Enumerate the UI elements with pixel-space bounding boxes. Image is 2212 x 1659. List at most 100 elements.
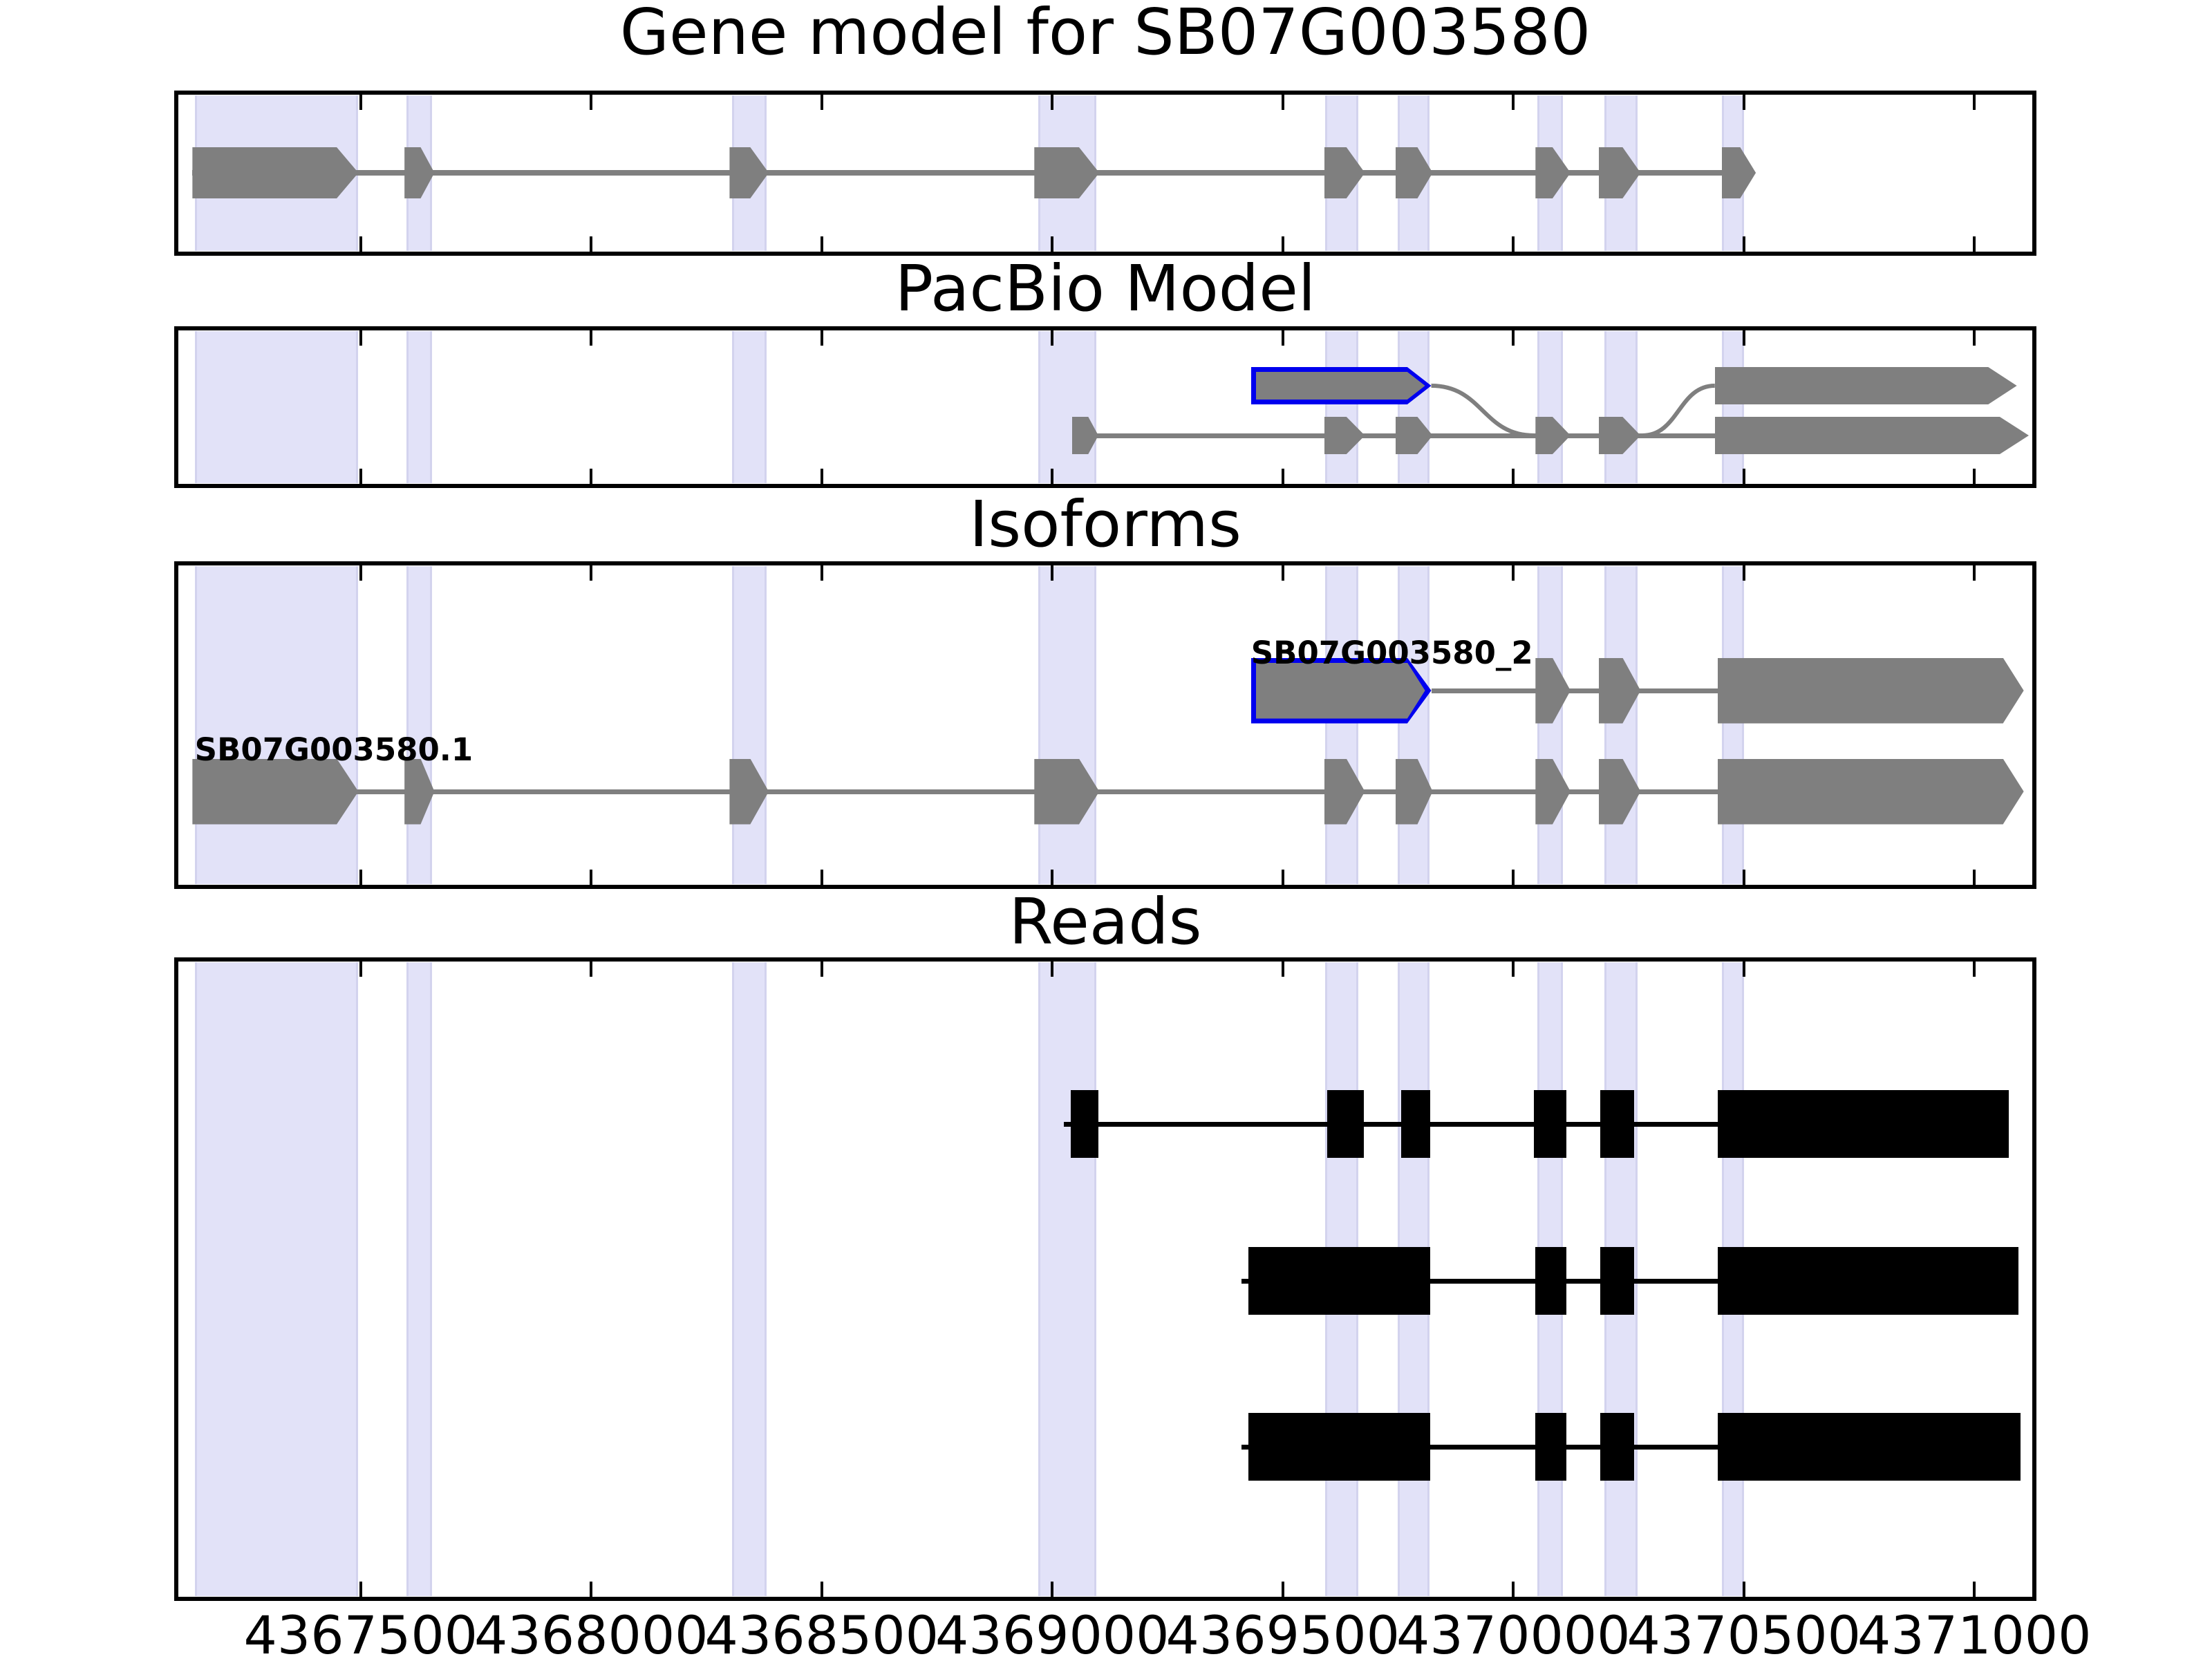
exon-selected (1250, 367, 1432, 404)
axis-tick (1051, 236, 1054, 252)
axis-tick (1051, 330, 1054, 346)
x-tick-label: 4370000 (1396, 1604, 1631, 1659)
axis-tick (1973, 95, 1976, 110)
panel-box-isoforms (174, 561, 2036, 889)
highlight-band (194, 331, 359, 483)
axis-tick (1281, 236, 1284, 252)
axis-tick (1281, 1582, 1284, 1597)
axis-tick (1973, 870, 1976, 885)
axis-tick (359, 236, 362, 252)
x-tick-label: 4368500 (704, 1604, 939, 1659)
x-tick-label: 4368000 (474, 1604, 709, 1659)
x-tick-label: 4371000 (1857, 1604, 2092, 1659)
axis-tick (359, 95, 362, 110)
highlight-band (1397, 331, 1430, 483)
axis-tick (590, 870, 593, 885)
axis-tick (1051, 1582, 1054, 1597)
axis-tick (359, 962, 362, 977)
axis-tick (1281, 565, 1284, 581)
axis-tick (1281, 469, 1284, 484)
axis-tick (1281, 870, 1284, 885)
intron-line (192, 170, 1754, 176)
axis-tick (1051, 870, 1054, 885)
axis-tick (1281, 95, 1284, 110)
intron-line (194, 789, 1721, 794)
axis-tick (820, 236, 823, 252)
axis-tick (820, 565, 823, 581)
exon (1717, 657, 2024, 724)
axis-tick (1973, 330, 1976, 346)
axis-tick (1742, 95, 1745, 110)
read-block (1717, 1247, 2018, 1315)
axis-tick (1742, 870, 1745, 885)
axis-tick (1742, 236, 1745, 252)
exon (192, 147, 359, 198)
highlight-band (1604, 566, 1638, 884)
axis-tick (1051, 469, 1054, 484)
highlight-band (1397, 566, 1430, 884)
highlight-band (1604, 331, 1638, 483)
read-block (1534, 1090, 1566, 1158)
panel-title-isoforms: Isoforms (969, 487, 1241, 561)
highlight-band (194, 566, 359, 884)
axis-tick (820, 870, 823, 885)
highlight-band (406, 962, 433, 1596)
highlight-band (731, 962, 767, 1596)
read-block (1248, 1413, 1430, 1481)
read-block (1600, 1413, 1635, 1481)
axis-tick (590, 565, 593, 581)
read-block (1535, 1247, 1566, 1315)
highlight-band (1038, 566, 1097, 884)
axis-tick (1973, 565, 1976, 581)
axis-tick (1051, 962, 1054, 977)
intron-line (1431, 688, 1721, 693)
read-block (1600, 1090, 1635, 1158)
axis-tick (820, 95, 823, 110)
axis-tick (1742, 330, 1745, 346)
axis-tick (1512, 330, 1515, 346)
axis-tick (1512, 870, 1515, 885)
x-tick-label: 4369000 (935, 1604, 1170, 1659)
read-line (1241, 1278, 1732, 1284)
highlight-band (731, 331, 767, 483)
axis-tick (1742, 962, 1745, 977)
read-line (1063, 1121, 1732, 1127)
x-tick-label: 4369500 (1165, 1604, 1400, 1659)
highlight-band (1537, 331, 1564, 483)
read-block (1327, 1090, 1364, 1158)
axis-tick (590, 95, 593, 110)
exon (1714, 367, 2017, 404)
read-block (1248, 1247, 1430, 1315)
read-block (1070, 1090, 1098, 1158)
exon-selected-fill (1255, 662, 1425, 719)
highlight-band (731, 566, 767, 884)
axis-tick (820, 469, 823, 484)
panel-box-gene-model (174, 91, 2036, 256)
axis-tick (590, 330, 593, 346)
isoform-label: SB07G003580.1 (194, 731, 474, 768)
axis-tick (1512, 236, 1515, 252)
axis-tick (1512, 469, 1515, 484)
highlight-band (1038, 962, 1097, 1596)
read-block (1401, 1090, 1431, 1158)
panel-box-reads (174, 957, 2036, 1601)
x-tick-label: 4367500 (243, 1604, 478, 1659)
axis-tick (1973, 962, 1976, 977)
axis-tick (1742, 1582, 1745, 1597)
highlight-band (1721, 566, 1744, 884)
highlight-band (1537, 566, 1564, 884)
exon (1717, 758, 2024, 825)
panel-title-reads: Reads (1009, 885, 1202, 959)
exon (192, 758, 359, 825)
axis-tick (1512, 1582, 1515, 1597)
panel-title-gene-model: Gene model for SB07G003580 (619, 0, 1591, 69)
highlight-band (1325, 331, 1358, 483)
highlight-band (406, 331, 433, 483)
axis-tick (1742, 565, 1745, 581)
highlight-band (1721, 331, 1744, 483)
axis-tick (1051, 95, 1054, 110)
axis-tick (359, 330, 362, 346)
axis-tick (359, 565, 362, 581)
x-tick-label: 4370500 (1627, 1604, 1862, 1659)
